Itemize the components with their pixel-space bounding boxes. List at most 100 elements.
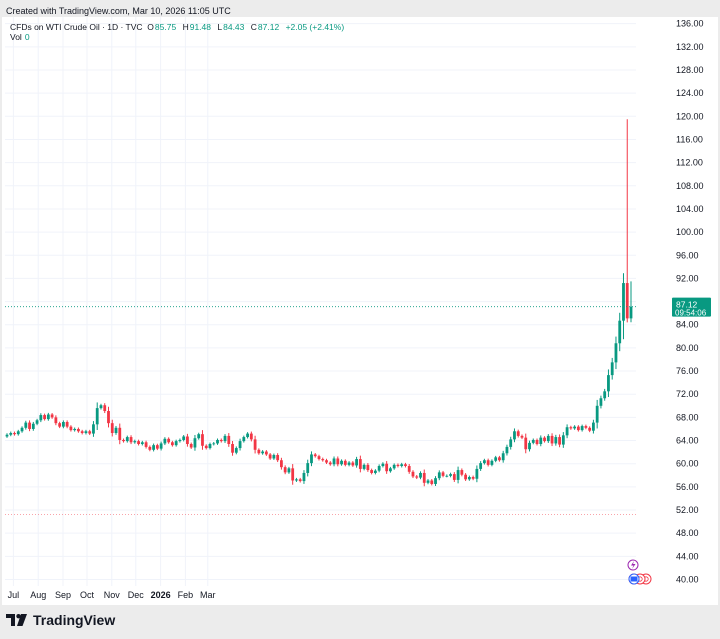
low-value: 84.43 bbox=[223, 22, 245, 32]
candle-body bbox=[610, 362, 614, 376]
low-label: L bbox=[217, 22, 223, 32]
candle-body bbox=[498, 457, 501, 461]
candle-body bbox=[182, 436, 186, 440]
candle-body bbox=[302, 472, 306, 482]
candle-body bbox=[159, 443, 163, 449]
y-tick-label: 132.00 bbox=[676, 42, 704, 52]
candle-body bbox=[137, 441, 140, 445]
candle-body bbox=[524, 437, 528, 450]
candle-body bbox=[84, 431, 88, 434]
candle-body bbox=[77, 428, 80, 432]
price-chart[interactable]: 40.00 44.00 48.00 52.00 56.00 60.00 64.00 68.00… bbox=[0, 0, 720, 610]
candle-body bbox=[325, 460, 328, 463]
candle-body bbox=[9, 433, 13, 435]
y-tick-label: 64.00 bbox=[676, 436, 699, 446]
candle-body bbox=[219, 439, 223, 442]
candle-body bbox=[170, 442, 174, 446]
candle-body bbox=[16, 431, 20, 435]
candle-body bbox=[291, 468, 295, 481]
candle-body bbox=[437, 472, 441, 479]
candle-body bbox=[140, 442, 144, 445]
candle-body bbox=[80, 431, 84, 434]
candle-body bbox=[355, 459, 358, 466]
x-tick-label: Feb bbox=[178, 590, 194, 600]
candle-body bbox=[88, 431, 92, 434]
candle-body bbox=[261, 451, 265, 454]
candle-body bbox=[618, 320, 622, 344]
candle-body bbox=[122, 439, 125, 442]
candle-body bbox=[592, 422, 595, 431]
candle-body bbox=[58, 423, 62, 427]
candle-body bbox=[362, 464, 366, 469]
candle-body bbox=[629, 306, 633, 319]
y-tick-label: 136.00 bbox=[676, 19, 704, 29]
candle-body bbox=[396, 464, 400, 467]
x-tick-label: Aug bbox=[30, 590, 46, 600]
y-tick-label: 96.00 bbox=[676, 250, 699, 260]
candle-body bbox=[43, 415, 46, 420]
candle-body bbox=[276, 455, 280, 461]
candle-body bbox=[204, 445, 208, 449]
candle-body bbox=[385, 463, 389, 472]
candle-body bbox=[580, 426, 584, 431]
candle-body bbox=[482, 460, 486, 464]
candle-body bbox=[125, 437, 129, 442]
candle-body bbox=[310, 454, 313, 464]
candle-body bbox=[201, 434, 204, 446]
candle-body bbox=[614, 343, 618, 363]
candle-body bbox=[65, 422, 69, 427]
candle-body bbox=[317, 456, 321, 460]
x-tick-label: 2026 bbox=[151, 590, 171, 600]
candle-body bbox=[539, 437, 543, 445]
candle-body bbox=[490, 460, 494, 465]
y-tick-label: 100.00 bbox=[676, 227, 704, 237]
candle-body bbox=[377, 466, 381, 471]
chart-frame bbox=[2, 17, 718, 605]
change-value: +2.05 (+2.41%) bbox=[285, 22, 345, 32]
y-tick-label: 76.00 bbox=[676, 366, 699, 376]
candle-body bbox=[95, 408, 99, 425]
candle-body bbox=[411, 471, 415, 477]
y-tick-label: 44.00 bbox=[676, 551, 699, 561]
tradingview-brand: TradingView bbox=[33, 612, 116, 628]
chart-legend: CFDs on WTI Crude Oil · 1D · TVC O85.75 … bbox=[10, 22, 348, 33]
candle-body bbox=[69, 426, 73, 431]
candle-body bbox=[246, 433, 249, 438]
candle-body bbox=[467, 477, 471, 480]
candle-body bbox=[415, 476, 419, 478]
y-axis: 40.00 44.00 48.00 52.00 56.00 60.00 64.00 68.00… bbox=[676, 19, 704, 585]
candle-body bbox=[520, 435, 524, 438]
candle-body bbox=[475, 468, 479, 479]
y-tick-label: 124.00 bbox=[676, 88, 704, 98]
candle-body bbox=[546, 435, 550, 442]
candle-body bbox=[471, 477, 475, 479]
candle-body bbox=[313, 454, 317, 457]
candle-body bbox=[242, 437, 246, 442]
close-label: C bbox=[250, 22, 257, 32]
candle-body bbox=[554, 437, 558, 444]
candle-body bbox=[599, 398, 603, 406]
x-tick-label: Dec bbox=[128, 590, 145, 600]
symbol-label: CFDs on WTI Crude Oil · 1D · TVC bbox=[10, 22, 143, 32]
y-tick-label: 52.00 bbox=[676, 505, 699, 515]
candle-body bbox=[565, 427, 569, 436]
volume-label: Vol bbox=[10, 32, 22, 42]
y-tick-label: 60.00 bbox=[676, 459, 699, 469]
candle-body bbox=[543, 437, 546, 442]
high-value: 91.48 bbox=[189, 22, 211, 32]
candle-body bbox=[501, 453, 505, 461]
close-value: 87.12 bbox=[257, 22, 280, 32]
lightning-bolt-icon bbox=[631, 561, 636, 569]
y-tick-label: 108.00 bbox=[676, 181, 704, 191]
candle-body bbox=[328, 462, 332, 465]
candle-body bbox=[561, 435, 565, 445]
candle-body bbox=[516, 431, 520, 436]
y-tick-label: 72.00 bbox=[676, 389, 699, 399]
y-tick-label: 40.00 bbox=[676, 575, 699, 585]
price-badge-value: 87.12 bbox=[676, 300, 698, 310]
candle-body bbox=[531, 439, 535, 443]
candle-body bbox=[118, 427, 122, 440]
candle-body bbox=[167, 438, 171, 443]
candle-body bbox=[129, 437, 133, 443]
